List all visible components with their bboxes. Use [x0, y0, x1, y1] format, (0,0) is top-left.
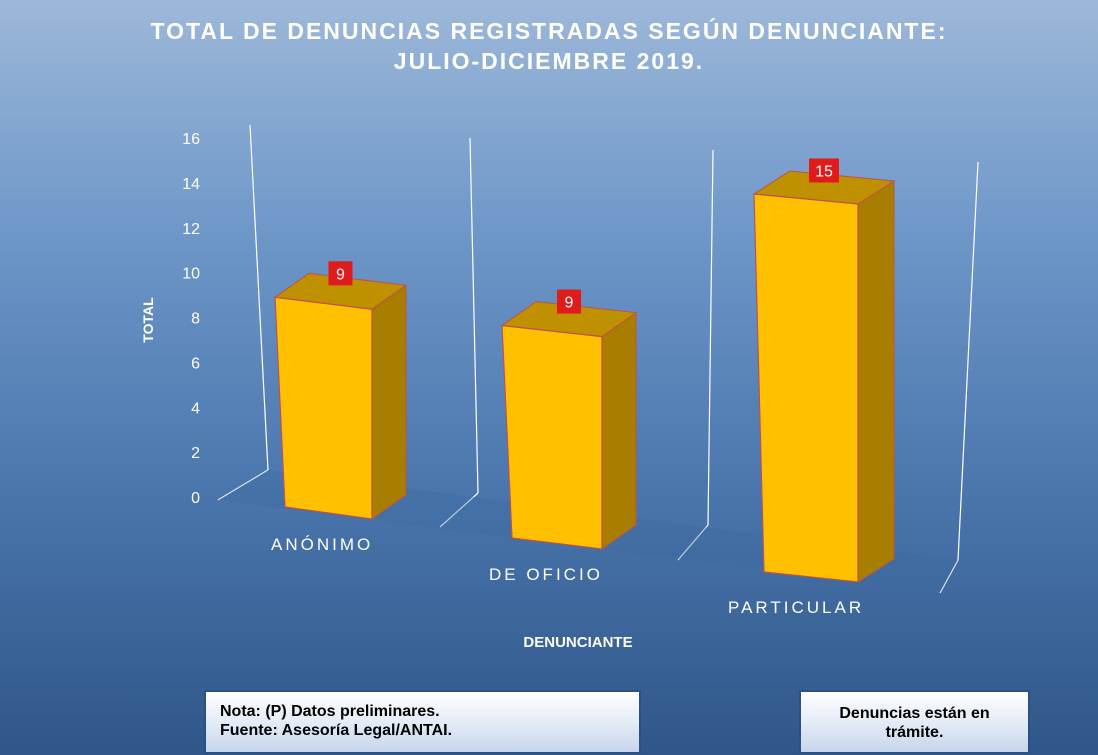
data-label: 9: [565, 295, 574, 312]
status-note-text: Denuncias están en trámite.: [839, 705, 990, 741]
data-label-box: [557, 289, 581, 314]
status-note-box: Denuncias están en trámite.: [799, 690, 1030, 754]
y-tick-label: 16: [182, 131, 200, 148]
note-line-1: Nota: (P) Datos preliminares.: [220, 703, 440, 720]
back-wall-edge-3: [707, 149, 714, 526]
note-line-2: Fuente: Asesoría Legal/ANTAI.: [220, 722, 453, 739]
bar-front-face: [753, 193, 859, 583]
y-tick-label: 0: [191, 490, 200, 507]
y-tick-label: 4: [191, 400, 200, 417]
back-wall-edge-1: [249, 124, 269, 471]
chart-title-line-2: JULIO-DICIEMBRE 2019.: [393, 48, 705, 74]
bar-side-face: [857, 180, 895, 583]
y-tick-label: 10: [182, 266, 200, 283]
x-tick-label: PARTICULAR: [728, 598, 864, 617]
back-wall-edge-4: [957, 161, 979, 561]
data-label: 9: [336, 266, 345, 283]
y-tick-label: 8: [191, 311, 200, 328]
y-tick-label: 2: [191, 445, 200, 462]
x-tick-label: DE OFICIO: [489, 565, 603, 584]
bar-side-face: [371, 284, 407, 520]
bar-front-face: [501, 324, 603, 550]
chart-plot: 0 2 4 6 8 10 12 14 16 TOTAL 9 ANÓNIMO 9 DE OFICIO 15 PA…: [140, 124, 979, 651]
chart-title-line-1: TOTAL DE DENUNCIAS REGISTRADAS SEGÚN DEN…: [150, 18, 948, 44]
y-tick-label: 12: [182, 221, 200, 238]
y-tick-label: 14: [182, 176, 200, 193]
x-tick-label: ANÓNIMO: [271, 535, 373, 554]
bar-side-face: [601, 311, 637, 550]
data-label-box: [328, 261, 353, 286]
floor-edge-1: [217, 469, 269, 501]
x-axis-label: DENUNCIANTE: [523, 634, 632, 651]
bar-front-face: [274, 296, 373, 520]
data-label: 15: [815, 164, 833, 181]
y-axis-label: TOTAL: [140, 297, 156, 343]
floor-edge-4: [939, 559, 959, 594]
back-wall-edge-2: [469, 137, 479, 494]
y-tick-label: 6: [191, 355, 200, 372]
data-label-box: [809, 158, 839, 183]
floor-edge-2: [439, 492, 479, 528]
source-note-box: Nota: (P) Datos preliminares. Fuente: As…: [204, 690, 641, 754]
floor-edge-3: [677, 524, 709, 561]
chart-title: TOTAL DE DENUNCIAS REGISTRADAS SEGÚN DEN…: [0, 16, 1098, 76]
